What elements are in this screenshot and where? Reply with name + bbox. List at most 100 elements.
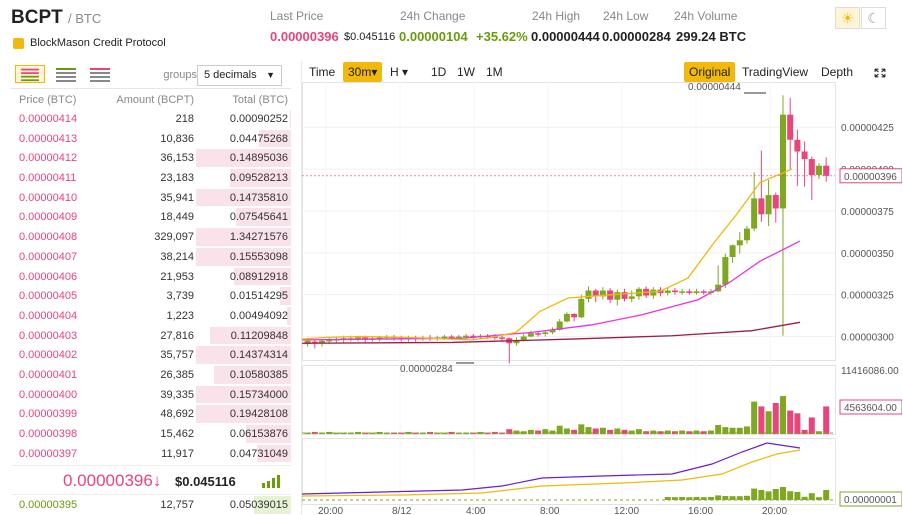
order-book-row[interactable]: 0.00000398 15,462 0.06153876	[11, 424, 291, 444]
order-amount: 1,223	[166, 309, 194, 322]
view-asks-icon[interactable]	[85, 65, 115, 83]
view-both-icon[interactable]	[15, 65, 45, 83]
view-bids-icon[interactable]	[51, 65, 81, 83]
chart-area[interactable]: 0.000004250.000004000.000003750.00000350…	[301, 82, 903, 515]
order-book-row[interactable]: 0.00000395 12,757 0.05039015	[11, 495, 291, 515]
candle-body	[448, 336, 455, 339]
volume-bar	[729, 427, 736, 434]
decimals-select[interactable]: 5 decimals ▼	[197, 65, 282, 86]
order-book-row[interactable]: 0.00000413 10,836 0.04475268	[11, 129, 291, 149]
order-total: 0.06153876	[229, 428, 288, 440]
volume-bar	[326, 431, 333, 434]
macd-histogram-bar	[787, 491, 794, 500]
volume-bar	[398, 432, 405, 434]
dark-theme-button[interactable]: ☾	[861, 7, 886, 29]
order-book-row[interactable]: 0.00000409 18,449 0.07545641	[11, 207, 291, 227]
order-total: 0.07545641	[229, 211, 288, 224]
order-book-row[interactable]: 0.00000410 35,941 0.14735810	[11, 188, 291, 208]
light-theme-button[interactable]: ☀	[835, 7, 860, 29]
chart-panel: Time 30m▾ H ▾ 1D 1W 1M Original TradingV…	[301, 61, 903, 515]
order-book-row[interactable]: 0.00000404 1,223 0.00494092	[11, 306, 291, 326]
coin-name: BlockMason Credit Protocol	[30, 37, 166, 49]
candle-body	[362, 337, 369, 340]
volume-bar	[542, 429, 549, 434]
order-book-row[interactable]: 0.00000402 35,757 0.14374314	[11, 345, 291, 365]
fullscreen-icon[interactable]	[869, 63, 891, 83]
candle-body	[578, 298, 585, 318]
volume-bar	[664, 430, 671, 434]
order-amount: 329,097	[154, 231, 194, 244]
interval-30m[interactable]: 30m▾	[343, 62, 383, 82]
macd-histogram-bar	[664, 497, 671, 500]
order-book-row[interactable]: 0.00000399 48,692 0.19428108	[11, 404, 291, 424]
candle-body	[679, 291, 686, 293]
order-book-row[interactable]: 0.00000411 23,183 0.09528213	[11, 168, 291, 188]
interval-1m[interactable]: 1M	[486, 65, 503, 79]
volume-bar	[434, 432, 441, 434]
volume-bar	[571, 429, 578, 434]
down-arrow-icon: ↓	[152, 471, 162, 491]
volume-bar	[599, 427, 606, 434]
market-symbol: BCPT / BTC	[11, 7, 102, 28]
stat-value-24h-volume: 299.24 BTC	[676, 29, 747, 44]
order-book-header: Price (BTC) Amount (BCPT) Total (BTC)	[11, 89, 291, 109]
depth-bar	[256, 444, 291, 463]
order-book-row[interactable]: 0.00000407 38,214 0.15553098	[11, 247, 291, 267]
candle-body	[614, 292, 621, 300]
depth-bar	[234, 267, 291, 286]
order-amount: 35,941	[160, 191, 194, 204]
price-chart-svg[interactable]: 0.000004250.000004000.000003750.00000350…	[301, 82, 903, 515]
bids-list: 0.00000395 12,757 0.05039015	[11, 495, 291, 515]
order-total: 0.05039015	[229, 499, 288, 512]
order-book-row[interactable]: 0.00000414 218 0.00090252	[11, 109, 291, 129]
depth-bar	[210, 326, 291, 345]
order-book-row[interactable]: 0.00000412 36,153 0.14895036	[11, 148, 291, 168]
order-amount: 218	[175, 113, 194, 125]
candle-body	[765, 195, 772, 215]
order-total: 0.04475268	[229, 132, 288, 145]
order-price: 0.00000401	[19, 368, 78, 381]
volume-bar	[707, 430, 714, 434]
candle-body	[535, 333, 542, 335]
depth-bar	[196, 247, 291, 266]
candle-body	[355, 337, 362, 339]
interval-1d[interactable]: 1D	[431, 65, 447, 79]
col-price: Price (BTC)	[19, 94, 77, 106]
volume-bar	[686, 431, 693, 434]
volume-bar	[506, 429, 513, 434]
interval-hour[interactable]: H ▾	[390, 65, 409, 79]
candle-body	[549, 329, 556, 333]
macd-histogram-bar	[736, 496, 743, 500]
low-annotation: 0.00000284	[400, 364, 453, 375]
order-book-row[interactable]: 0.00000397 11,917 0.04731049	[11, 444, 291, 464]
order-book-row[interactable]: 0.00000400 39,335 0.15734000	[11, 385, 291, 405]
volume-bar	[513, 430, 520, 434]
macd-line	[301, 442, 801, 495]
view-tradingview[interactable]: TradingView	[742, 65, 809, 79]
order-amount: 21,953	[160, 270, 194, 283]
order-book-row[interactable]: 0.00000406 21,953 0.08912918	[11, 267, 291, 287]
view-depth[interactable]: Depth	[821, 65, 854, 79]
volume-bar	[751, 401, 758, 434]
macd-histogram-bar	[779, 487, 786, 500]
interval-hour-label: H	[390, 65, 399, 79]
interval-1w[interactable]: 1W	[457, 65, 475, 79]
depth-bar	[258, 129, 291, 148]
macd-histogram-bar	[823, 490, 830, 500]
candle-body	[398, 337, 405, 339]
view-original[interactable]: Original	[684, 62, 736, 82]
order-book-row[interactable]: 0.00000405 3,739 0.01514295	[11, 286, 291, 306]
depth-bar	[235, 208, 291, 227]
interval-time[interactable]: Time	[309, 65, 336, 79]
time-axis-label: 8:00	[540, 506, 560, 515]
time-axis-label: 8/12	[392, 506, 412, 515]
volume-bar	[520, 431, 527, 434]
order-book-row[interactable]: 0.00000403 27,816 0.11209848	[11, 326, 291, 346]
volume-bar	[628, 430, 635, 434]
order-total: 1.34271576	[229, 231, 288, 244]
volume-tag: 4563604.00	[844, 403, 897, 414]
order-book-row[interactable]: 0.00000401 26,385 0.10580385	[11, 365, 291, 385]
order-book-row[interactable]: 0.00000408 329,097 1.34271576	[11, 227, 291, 247]
ma-mid-line	[301, 240, 801, 341]
